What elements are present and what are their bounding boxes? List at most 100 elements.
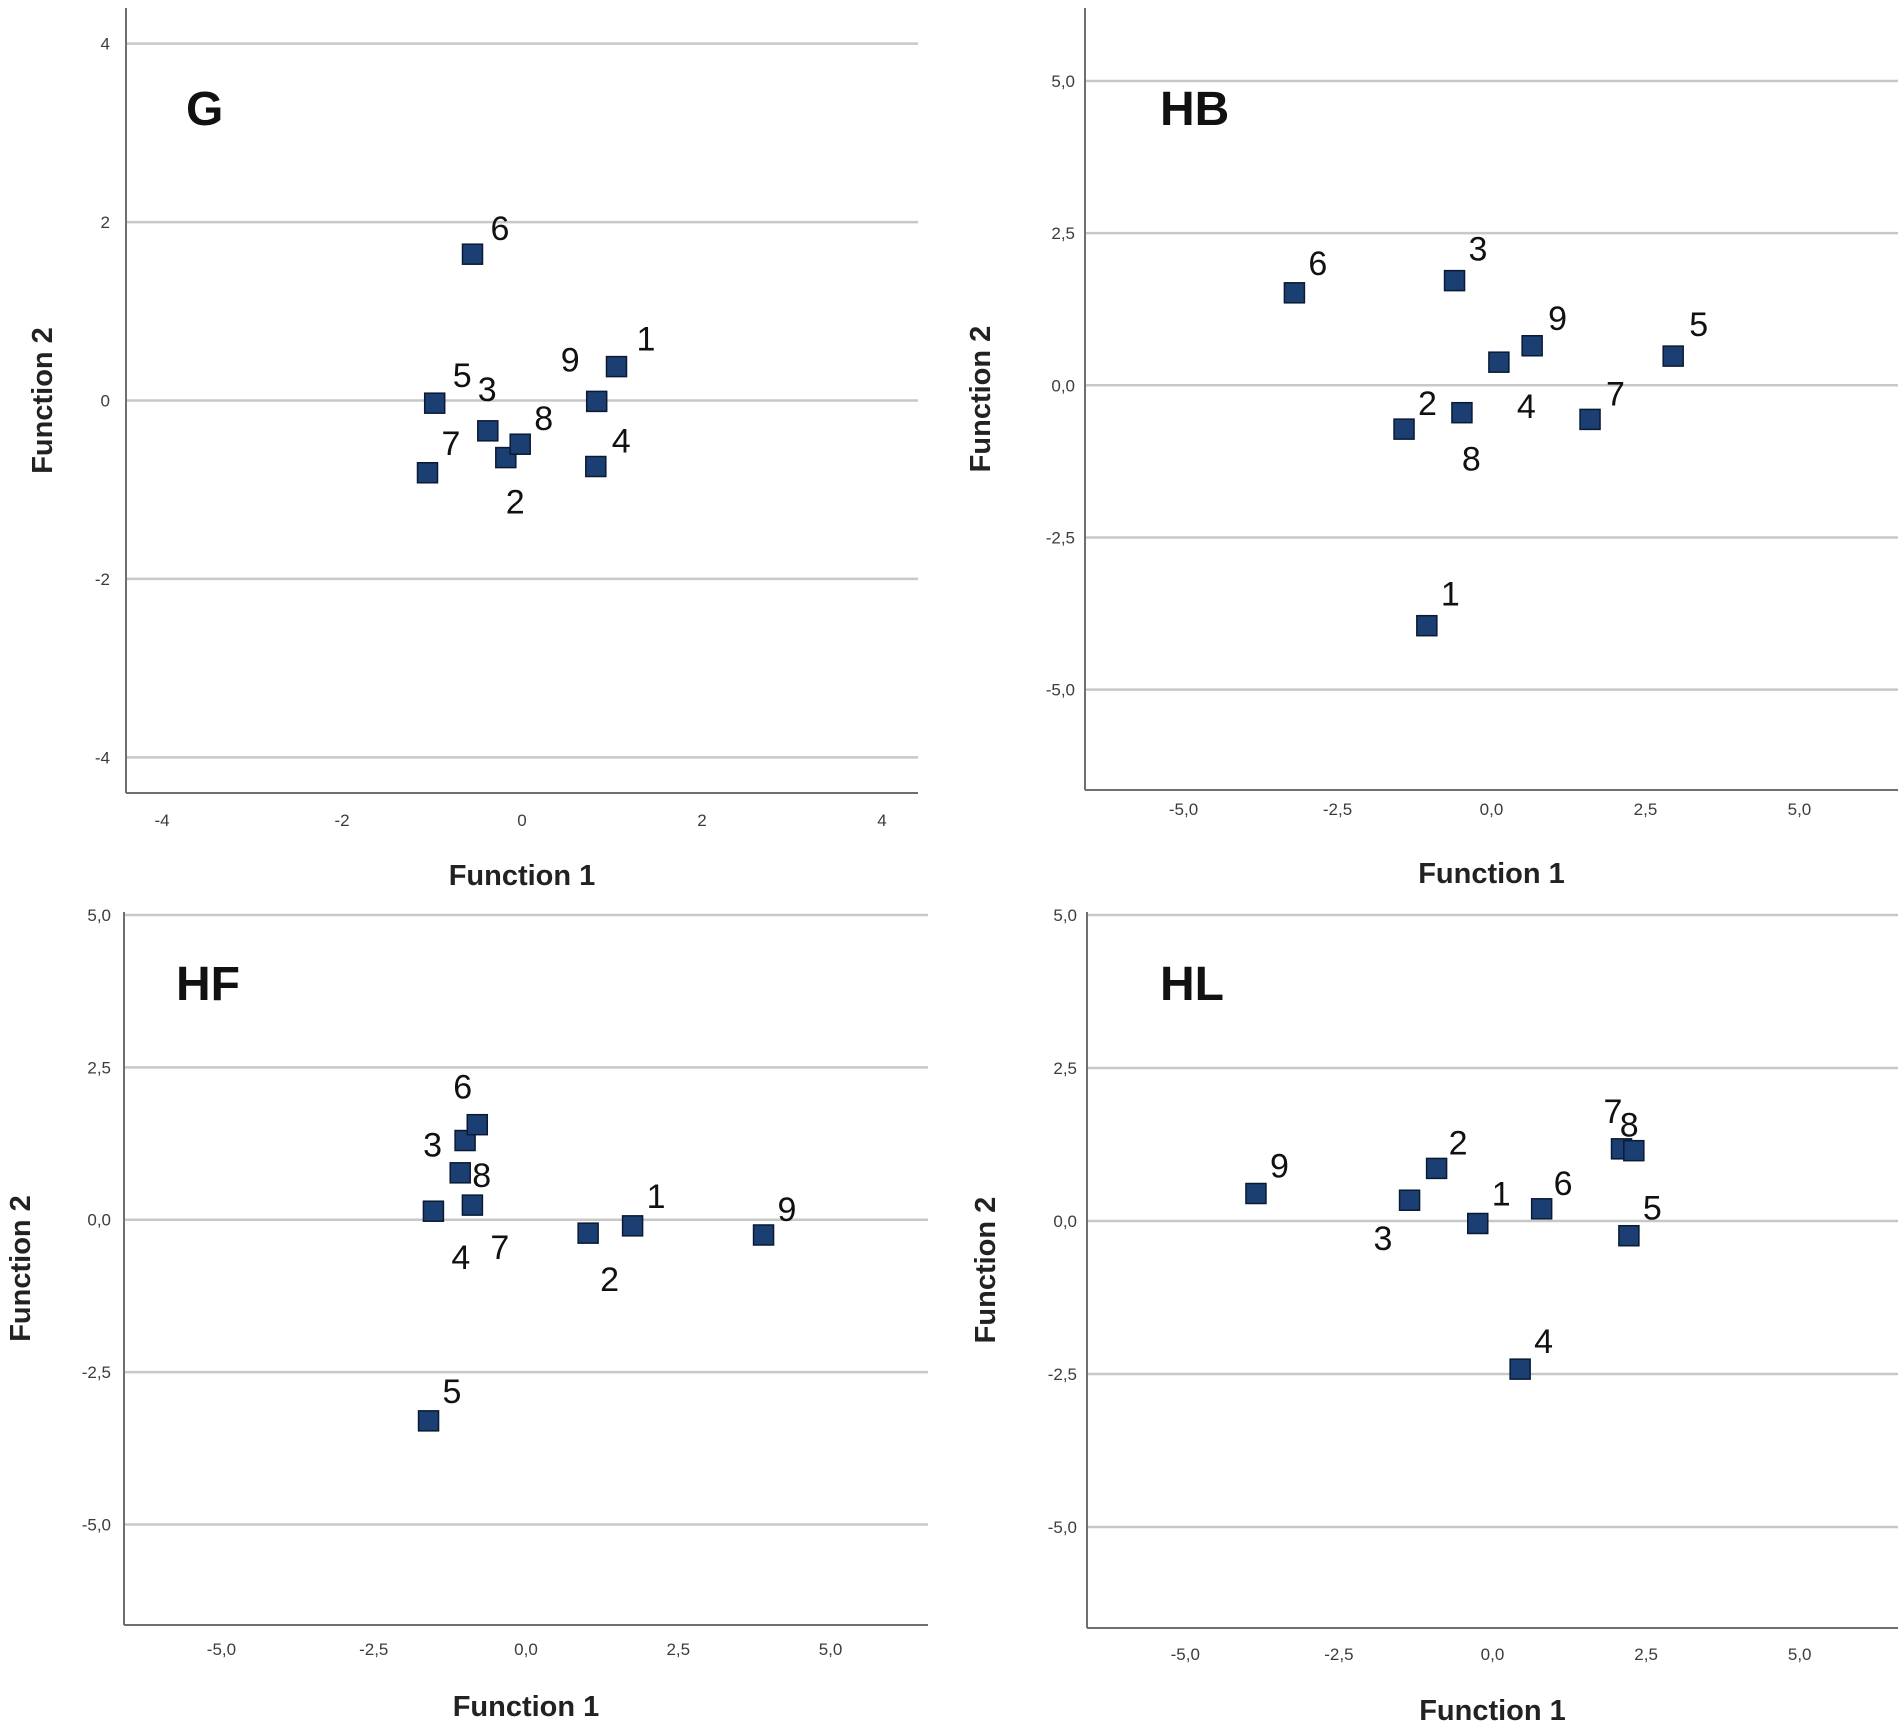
data-point-6 <box>1530 1198 1553 1220</box>
data-label-6: 6 <box>1308 245 1327 283</box>
x-tick-label: 2,5 <box>1634 1645 1658 1664</box>
data-label-9: 9 <box>778 1191 797 1229</box>
data-point-4 <box>1509 1358 1531 1380</box>
data-label-2: 2 <box>600 1261 619 1299</box>
data-label-9: 9 <box>561 341 580 379</box>
panel-label: HF <box>176 958 240 1011</box>
y-tick-label: -5,0 <box>1046 681 1075 700</box>
data-label-2: 2 <box>506 484 525 522</box>
data-label-7: 7 <box>1606 375 1625 413</box>
x-tick-label: 5,0 <box>1788 800 1812 819</box>
data-point-5 <box>1662 345 1684 367</box>
data-label-5: 5 <box>443 1373 462 1411</box>
data-point-1 <box>621 1215 644 1237</box>
data-label-1: 1 <box>637 321 656 359</box>
data-point-7 <box>461 1194 484 1216</box>
panel-g: -4 -2 0 2 4 -4 -2 0 2 4 Function 1 Function 2 G 1 2 3 4 5… <box>27 8 918 892</box>
data-point-6 <box>461 243 484 265</box>
y-axis-title: Function 2 <box>970 1197 1002 1344</box>
y-tick-label: -4 <box>95 748 110 767</box>
data-point-9 <box>585 390 608 413</box>
data-label-9: 9 <box>1270 1148 1289 1186</box>
data-point-1 <box>605 355 628 378</box>
y-tick-label: -5,0 <box>1048 1518 1077 1537</box>
data-point-8 <box>1623 1139 1645 1162</box>
data-point-8 <box>509 433 531 455</box>
x-tick-label: -2,5 <box>1324 1645 1353 1664</box>
data-point-5 <box>1618 1224 1640 1247</box>
x-tick-label: 0,0 <box>1480 800 1504 819</box>
data-label-3: 3 <box>423 1127 442 1165</box>
y-tick-label: 5,0 <box>1051 72 1075 91</box>
y-tick-label: 0,0 <box>1053 1212 1077 1231</box>
data-label-1: 1 <box>647 1178 666 1216</box>
x-tick-label: 0 <box>517 811 526 830</box>
data-label-8: 8 <box>1462 441 1481 479</box>
panel-label: G <box>186 83 223 136</box>
data-point-8 <box>449 1162 471 1184</box>
x-axis-title: Function 1 <box>1419 1695 1566 1727</box>
data-label-4: 4 <box>1534 1323 1553 1361</box>
data-point-1 <box>1467 1212 1489 1235</box>
data-label-6: 6 <box>453 1069 472 1107</box>
data-label-3: 3 <box>478 371 497 409</box>
data-point-3 <box>1398 1189 1421 1211</box>
data-label-9: 9 <box>1548 300 1567 338</box>
data-point-8 <box>1451 401 1473 424</box>
y-tick-label: 2,5 <box>1051 224 1075 243</box>
x-tick-label: -5,0 <box>1171 1645 1200 1664</box>
data-label-5: 5 <box>1643 1190 1662 1228</box>
y-axis-title: Function 2 <box>27 327 59 474</box>
x-tick-label: -5,0 <box>207 1640 236 1659</box>
y-tick-label: 2 <box>101 213 110 232</box>
x-tick-label: -2 <box>334 811 349 830</box>
y-tick-label: -2 <box>95 570 110 589</box>
data-label-4: 4 <box>612 423 631 461</box>
data-label-6: 6 <box>491 210 510 248</box>
data-point-5 <box>417 1410 440 1432</box>
x-tick-label: -4 <box>154 811 169 830</box>
x-tick-label: 5,0 <box>1788 1645 1812 1664</box>
panel-label: HB <box>1160 83 1229 136</box>
data-label-7: 7 <box>1604 1093 1623 1131</box>
data-label-8: 8 <box>1620 1107 1639 1145</box>
y-tick-label: 4 <box>101 35 110 54</box>
y-tick-label: 5,0 <box>1053 906 1077 925</box>
data-label-1: 1 <box>1441 576 1460 614</box>
x-tick-label: 0,0 <box>1481 1645 1505 1664</box>
x-axis-title: Function 1 <box>453 1691 600 1723</box>
x-tick-label: 2 <box>697 811 706 830</box>
data-label-2: 2 <box>1449 1124 1468 1162</box>
y-tick-label: 2,5 <box>87 1058 111 1077</box>
y-axis-title: Function 2 <box>5 1195 37 1342</box>
data-label-7: 7 <box>442 425 461 463</box>
y-tick-label: 2,5 <box>1053 1059 1077 1078</box>
data-point-9 <box>1245 1182 1267 1205</box>
data-label-5: 5 <box>453 357 472 395</box>
x-tick-label: -2,5 <box>1323 800 1352 819</box>
data-label-3: 3 <box>1374 1220 1393 1258</box>
x-tick-label: 5,0 <box>819 1640 843 1659</box>
y-tick-label: 0,0 <box>87 1211 111 1230</box>
data-point-1 <box>1416 614 1438 637</box>
y-tick-label: -2,5 <box>82 1363 111 1382</box>
data-label-8: 8 <box>472 1157 491 1195</box>
data-label-5: 5 <box>1689 306 1708 344</box>
x-tick-label: 2,5 <box>1634 800 1658 819</box>
data-point-3 <box>1443 269 1466 292</box>
data-point-6 <box>466 1113 489 1136</box>
data-point-3 <box>454 1129 476 1152</box>
data-point-4 <box>422 1200 445 1222</box>
data-point-7 <box>1579 408 1601 431</box>
panel-hf: -5,0 -2,5 0,0 2,5 5,0 -5,0 -2,5 0,0 2,5 5,0 Functi… <box>5 906 928 1723</box>
data-point-4 <box>585 455 607 478</box>
data-label-2: 2 <box>1418 385 1437 423</box>
data-point-3 <box>477 420 499 442</box>
data-label-7: 7 <box>490 1229 509 1267</box>
y-tick-label: 0 <box>101 392 110 411</box>
data-label-4: 4 <box>451 1239 470 1277</box>
data-point-7 <box>416 462 439 484</box>
x-axis-title: Function 1 <box>1418 858 1565 890</box>
x-tick-label: 2,5 <box>666 1640 690 1659</box>
x-tick-label: 0,0 <box>514 1640 538 1659</box>
